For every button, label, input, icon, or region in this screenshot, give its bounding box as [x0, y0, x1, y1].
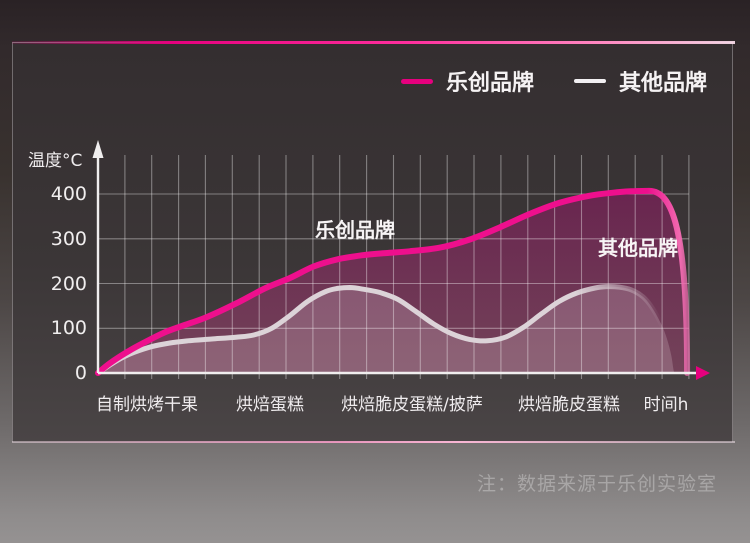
curve-label-lechuang: 乐创品牌 — [315, 218, 395, 242]
y-tick-400: 400 — [50, 183, 87, 205]
series-line-lechuang — [95, 187, 691, 376]
legend-swatch-white-icon — [574, 79, 607, 83]
series-line-other — [95, 284, 678, 376]
legend: 乐创品牌 其他品牌 — [401, 65, 707, 97]
y-axis-title: 温度°C — [28, 151, 83, 171]
x-category-crispy-cake-pizza: 烘焙脆皮蛋糕/披萨 — [341, 395, 483, 415]
temperature-chart — [92, 140, 710, 380]
x-axis-title: 时间h — [643, 395, 689, 415]
data-source-note: 注：数据来源于乐创实验室 — [476, 473, 717, 495]
y-tick-100: 100 — [50, 317, 87, 339]
series-area-other — [98, 286, 675, 373]
x-category-dried-fruit: 自制烘烤干果 — [96, 395, 198, 415]
series-area-lechuang — [98, 190, 688, 373]
curve-label-other: 其他品牌 — [598, 236, 678, 260]
legend-item-lechuang: 乐创品牌 — [401, 65, 534, 97]
legend-swatch-magenta-icon — [401, 78, 433, 84]
y-tick-300: 300 — [50, 228, 87, 250]
x-category-crispy-cake: 烘焙脆皮蛋糕 — [518, 395, 620, 415]
panel-bottom-accent-line — [12, 441, 735, 443]
y-axis-arrow-icon — [92, 140, 104, 158]
legend-item-other: 其他品牌 — [574, 65, 707, 97]
panel-top-accent-line — [12, 41, 735, 44]
x-category-cake: 烘焙蛋糕 — [236, 395, 304, 415]
chart-panel: 乐创品牌 其他品牌 温度°C 0 100 200 300 400 自制烘烤干果 … — [12, 41, 735, 443]
legend-label-lechuang: 乐创品牌 — [446, 71, 535, 96]
legend-label-other: 其他品牌 — [619, 71, 708, 96]
axes — [96, 156, 697, 375]
y-tick-200: 200 — [50, 273, 87, 295]
x-axis-arrow-icon — [696, 366, 710, 380]
y-tick-0: 0 — [74, 362, 87, 384]
